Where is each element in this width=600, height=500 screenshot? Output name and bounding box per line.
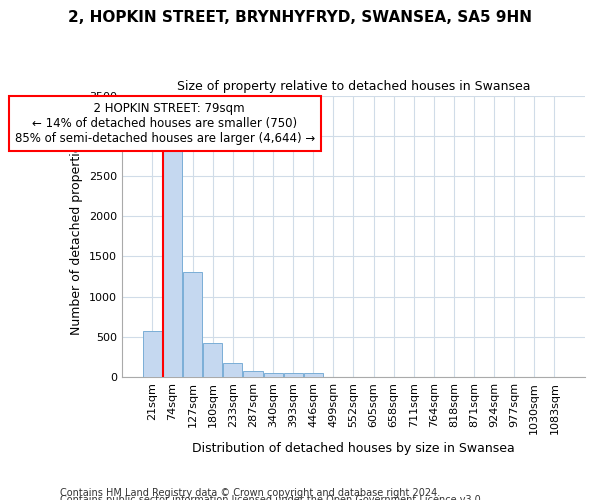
Text: 2 HOPKIN STREET: 79sqm
← 14% of detached houses are smaller (750)
85% of semi-de: 2 HOPKIN STREET: 79sqm ← 14% of detached… (15, 102, 315, 145)
Text: Contains public sector information licensed under the Open Government Licence v3: Contains public sector information licen… (60, 495, 484, 500)
Title: Size of property relative to detached houses in Swansea: Size of property relative to detached ho… (176, 80, 530, 93)
Bar (163, 144, 182, 377)
Bar (143, 330, 162, 377)
X-axis label: Distribution of detached houses by size in Swansea: Distribution of detached houses by size … (192, 442, 515, 455)
Bar (203, 343, 223, 377)
Text: Contains HM Land Registry data © Crown copyright and database right 2024.: Contains HM Land Registry data © Crown c… (60, 488, 440, 498)
Text: 2, HOPKIN STREET, BRYNHYFRYD, SWANSEA, SA5 9HN: 2, HOPKIN STREET, BRYNHYFRYD, SWANSEA, S… (68, 10, 532, 25)
Bar (223, 364, 242, 377)
Bar (304, 373, 323, 377)
Bar (263, 372, 283, 377)
Bar (183, 272, 202, 377)
Bar (244, 371, 263, 377)
Bar (284, 372, 303, 377)
Y-axis label: Number of detached properties: Number of detached properties (70, 138, 83, 334)
